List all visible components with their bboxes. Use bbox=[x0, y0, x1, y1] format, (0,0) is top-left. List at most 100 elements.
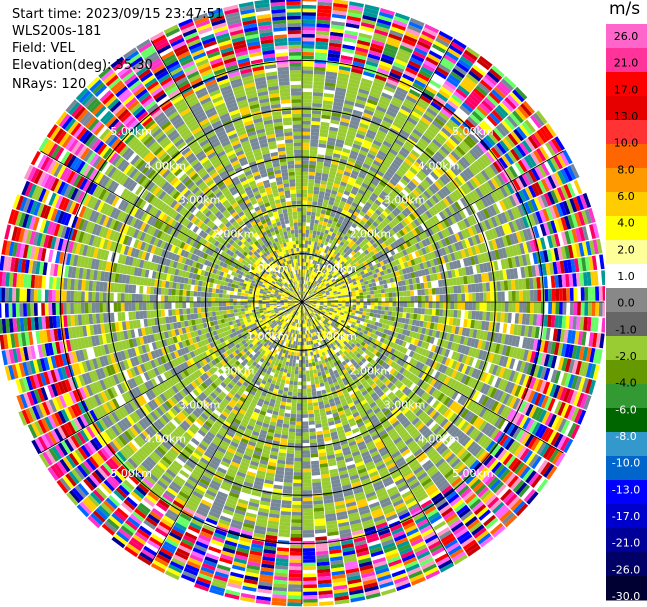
gate-cell bbox=[320, 125, 329, 131]
gate-cell bbox=[302, 182, 308, 187]
gate-cell bbox=[450, 71, 463, 82]
gate-cell bbox=[404, 140, 415, 150]
gate-cell bbox=[334, 255, 339, 260]
gate-cell bbox=[303, 330, 306, 335]
gate-cell bbox=[302, 215, 307, 219]
gate-cell bbox=[326, 234, 332, 239]
gate-cell bbox=[316, 265, 320, 270]
gate-cell bbox=[439, 294, 444, 302]
gate-cell bbox=[317, 242, 321, 247]
gate-cell bbox=[400, 76, 413, 86]
gate-cell bbox=[406, 307, 411, 313]
gate-cell bbox=[353, 140, 363, 147]
gate-cell bbox=[380, 190, 389, 198]
gate-cell bbox=[322, 236, 327, 241]
gate-cell bbox=[436, 66, 450, 77]
gate-cell bbox=[475, 302, 480, 311]
gate-cell bbox=[302, 475, 312, 480]
gate-cell bbox=[322, 100, 333, 105]
gate-cell bbox=[342, 44, 356, 51]
gate-cell bbox=[305, 269, 307, 274]
gate-cell bbox=[472, 64, 486, 76]
gate-cell bbox=[341, 299, 346, 302]
gate-cell bbox=[341, 114, 351, 120]
gate-cell bbox=[373, 112, 384, 120]
gate-cell bbox=[302, 341, 305, 346]
gate-cell bbox=[522, 290, 527, 302]
gate-cell bbox=[304, 280, 307, 285]
gate-cell bbox=[427, 53, 441, 63]
gate-cell bbox=[453, 310, 458, 318]
gate-cell bbox=[334, 214, 340, 220]
gate-cell bbox=[326, 67, 338, 73]
gate-cell bbox=[591, 302, 596, 317]
gate-cell bbox=[548, 288, 553, 301]
gate-cell bbox=[330, 163, 338, 169]
gate-cell bbox=[389, 148, 399, 156]
gate-cell bbox=[311, 387, 317, 393]
gate-cell bbox=[303, 566, 316, 571]
gate-cell bbox=[361, 18, 376, 26]
gate-cell bbox=[346, 134, 356, 140]
gate-cell bbox=[348, 306, 353, 310]
gate-cell bbox=[346, 211, 353, 218]
gate-cell bbox=[352, 211, 359, 217]
gate-cell bbox=[415, 76, 428, 85]
gate-cell bbox=[429, 123, 441, 133]
gate-cell bbox=[302, 294, 304, 299]
gate-cell bbox=[314, 66, 326, 72]
gate-cell bbox=[298, 363, 302, 368]
gate-cell bbox=[321, 268, 326, 273]
gate-cell bbox=[303, 291, 305, 295]
gate-cell bbox=[308, 270, 311, 274]
gate-cell bbox=[435, 302, 440, 309]
gate-cell bbox=[304, 276, 306, 281]
gate-cell bbox=[444, 80, 457, 91]
gate-cell bbox=[384, 292, 389, 298]
gate-cell bbox=[387, 106, 399, 115]
gate-cell bbox=[365, 201, 372, 208]
gate-cell bbox=[343, 206, 350, 212]
gate-cell bbox=[382, 174, 391, 182]
gate-cell bbox=[584, 287, 589, 301]
gate-cell bbox=[303, 533, 315, 538]
gate-cell bbox=[391, 287, 396, 293]
gate-cell bbox=[359, 122, 369, 130]
gate-cell bbox=[323, 303, 328, 305]
gate-cell bbox=[329, 197, 336, 202]
gate-cell bbox=[333, 149, 342, 155]
gate-cell bbox=[464, 284, 469, 293]
gate-cell bbox=[408, 134, 419, 144]
gate-cell bbox=[447, 47, 461, 59]
gate-cell bbox=[310, 287, 314, 291]
gate-cell bbox=[319, 259, 324, 264]
gate-cell bbox=[315, 45, 328, 50]
gate-cell bbox=[588, 302, 592, 316]
gate-cell bbox=[363, 223, 370, 229]
gate-cell bbox=[345, 294, 349, 298]
gate-cell bbox=[463, 49, 478, 61]
gate-cell bbox=[380, 289, 385, 294]
gate-cell bbox=[303, 262, 306, 266]
gate-cell bbox=[303, 327, 305, 331]
gate-cell bbox=[303, 276, 305, 281]
gate-cell bbox=[335, 172, 343, 178]
gate-cell bbox=[302, 73, 313, 78]
gate-cell bbox=[381, 92, 393, 100]
gate-cell bbox=[428, 308, 433, 316]
gate-cell bbox=[369, 312, 374, 317]
gate-cell bbox=[307, 266, 310, 271]
gate-cell bbox=[504, 291, 509, 302]
gate-cell bbox=[399, 108, 410, 117]
gate-cell bbox=[419, 33, 435, 44]
gate-cell bbox=[404, 158, 414, 167]
gate-cell bbox=[311, 274, 314, 279]
gate-cell bbox=[309, 424, 316, 429]
gate-cell bbox=[321, 260, 326, 265]
gate-cell bbox=[305, 292, 309, 297]
gate-cell bbox=[321, 240, 326, 245]
gate-cell bbox=[323, 218, 329, 223]
gate-cell bbox=[302, 131, 311, 136]
gate-cell bbox=[320, 183, 327, 189]
gate-cell bbox=[348, 127, 358, 133]
